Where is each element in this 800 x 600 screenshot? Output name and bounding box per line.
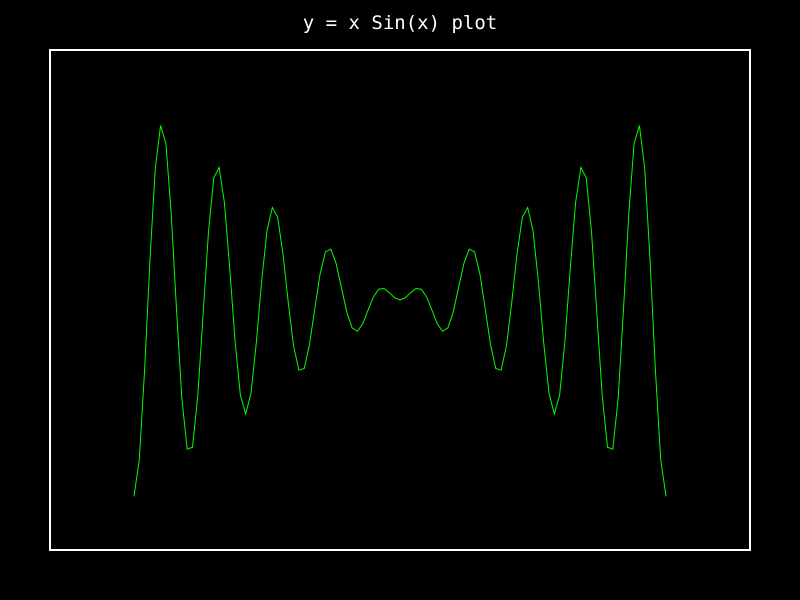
line-layer xyxy=(133,125,667,497)
chart-title: y = x Sin(x) plot xyxy=(302,12,498,34)
series-line-0 xyxy=(133,125,667,497)
plot-frame xyxy=(49,49,751,551)
